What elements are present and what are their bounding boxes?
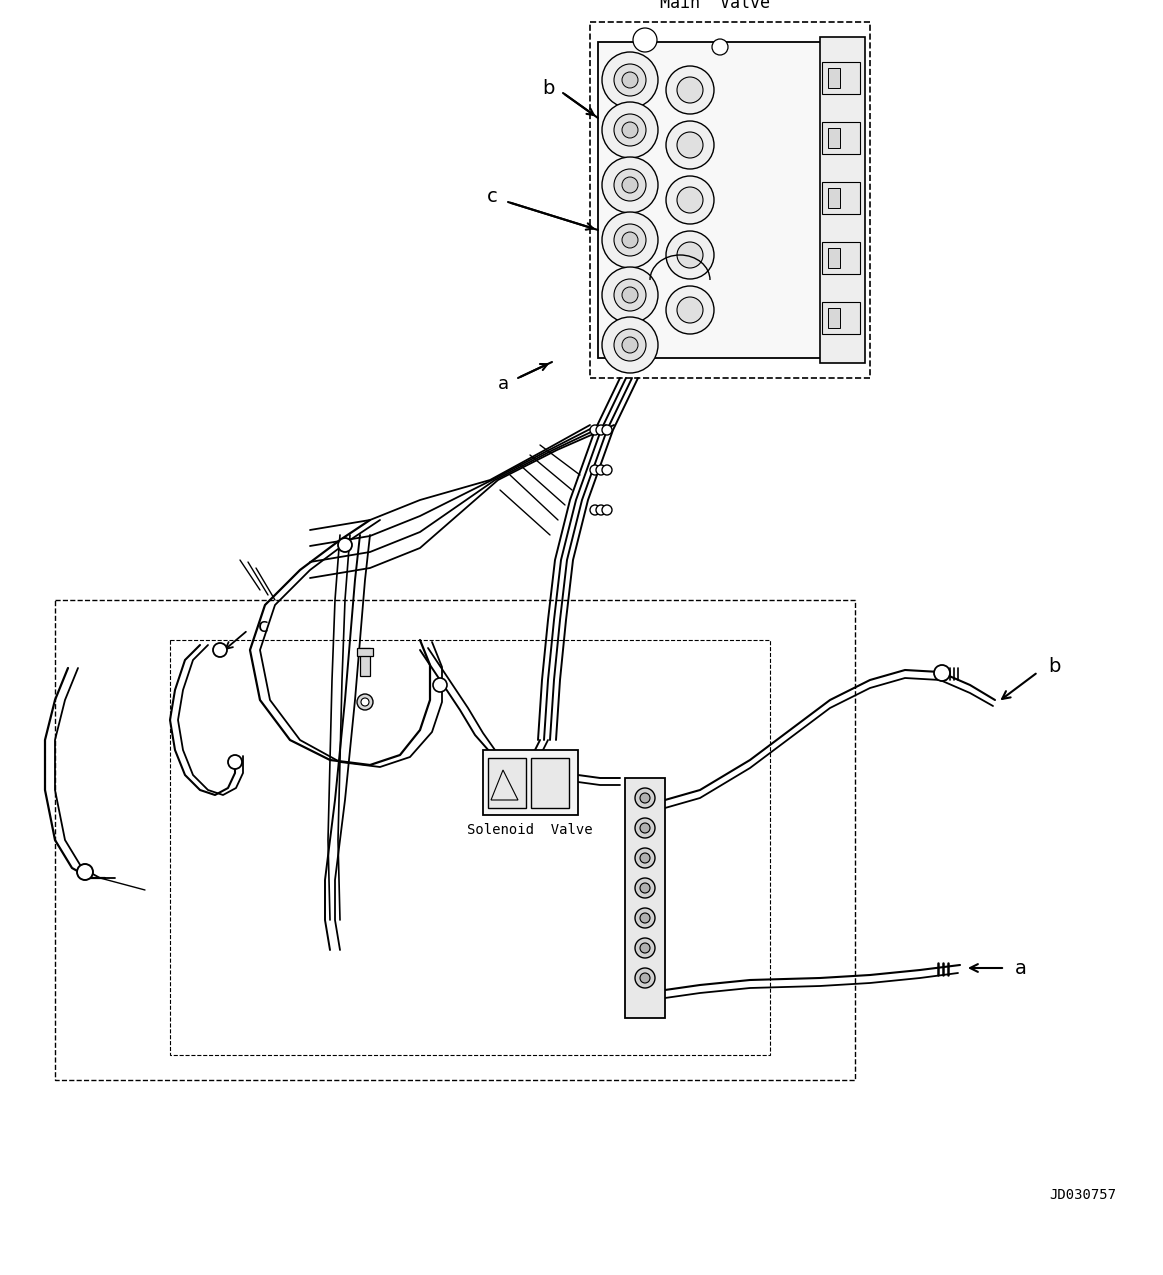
Bar — [55, 601, 855, 1080]
Circle shape — [635, 788, 655, 808]
Bar — [531, 759, 569, 808]
Bar — [625, 778, 665, 1017]
Circle shape — [602, 212, 658, 268]
Circle shape — [614, 279, 645, 311]
Circle shape — [712, 40, 728, 55]
Circle shape — [640, 913, 650, 923]
Circle shape — [640, 853, 650, 863]
Bar — [820, 37, 865, 363]
Circle shape — [595, 465, 606, 476]
Bar — [488, 759, 526, 808]
Circle shape — [614, 329, 645, 361]
Bar — [828, 128, 840, 148]
Bar — [357, 648, 373, 657]
Circle shape — [338, 538, 352, 552]
Bar — [483, 750, 578, 815]
Circle shape — [640, 822, 650, 833]
Circle shape — [622, 232, 638, 249]
Circle shape — [677, 76, 702, 103]
Circle shape — [635, 908, 655, 928]
Circle shape — [677, 187, 702, 213]
Circle shape — [361, 697, 369, 706]
Bar — [822, 182, 859, 214]
Bar — [590, 22, 870, 377]
Circle shape — [622, 71, 638, 88]
Circle shape — [622, 177, 638, 193]
Text: b: b — [542, 79, 555, 97]
Circle shape — [602, 317, 658, 374]
Text: Solenoid  Valve: Solenoid Valve — [468, 822, 593, 836]
Circle shape — [640, 793, 650, 803]
Circle shape — [590, 465, 600, 476]
Circle shape — [635, 878, 655, 898]
Circle shape — [357, 694, 373, 710]
Circle shape — [666, 121, 714, 170]
Circle shape — [614, 64, 645, 96]
Circle shape — [602, 52, 658, 108]
Bar — [822, 302, 859, 334]
Circle shape — [633, 28, 657, 52]
Circle shape — [602, 425, 612, 435]
Text: a: a — [498, 375, 508, 393]
Bar — [822, 122, 859, 154]
Circle shape — [590, 425, 600, 435]
Circle shape — [213, 643, 227, 657]
Circle shape — [602, 465, 612, 476]
Circle shape — [640, 944, 650, 952]
Circle shape — [602, 266, 658, 323]
Circle shape — [595, 505, 606, 515]
Bar — [361, 648, 370, 676]
Bar — [828, 187, 840, 208]
Circle shape — [602, 505, 612, 515]
Bar — [828, 68, 840, 88]
Bar — [822, 62, 859, 94]
Circle shape — [602, 102, 658, 158]
Circle shape — [677, 242, 702, 268]
Bar — [598, 42, 828, 358]
Text: a: a — [1015, 959, 1027, 978]
Circle shape — [228, 755, 242, 769]
Circle shape — [635, 848, 655, 868]
Circle shape — [635, 968, 655, 988]
Circle shape — [433, 678, 447, 692]
Circle shape — [590, 505, 600, 515]
Circle shape — [934, 666, 950, 681]
Bar — [170, 640, 770, 1054]
Circle shape — [666, 66, 714, 113]
Circle shape — [77, 864, 93, 880]
Circle shape — [640, 973, 650, 983]
Bar — [828, 309, 840, 328]
Text: Main  Valve: Main Valve — [659, 0, 770, 11]
Circle shape — [666, 286, 714, 334]
Bar — [828, 249, 840, 268]
Text: c: c — [486, 186, 498, 205]
Circle shape — [622, 287, 638, 303]
Circle shape — [677, 297, 702, 323]
Circle shape — [635, 819, 655, 838]
Circle shape — [677, 133, 702, 158]
Circle shape — [622, 122, 638, 138]
Circle shape — [595, 425, 606, 435]
Bar — [822, 242, 859, 274]
Text: JD030757: JD030757 — [1049, 1188, 1116, 1202]
Text: b: b — [1048, 657, 1061, 676]
Circle shape — [666, 231, 714, 279]
Circle shape — [602, 157, 658, 213]
Circle shape — [635, 938, 655, 958]
Text: c: c — [258, 617, 269, 635]
Circle shape — [614, 113, 645, 147]
Circle shape — [666, 176, 714, 224]
Circle shape — [614, 224, 645, 256]
Circle shape — [640, 884, 650, 892]
Circle shape — [614, 170, 645, 201]
Circle shape — [622, 337, 638, 353]
